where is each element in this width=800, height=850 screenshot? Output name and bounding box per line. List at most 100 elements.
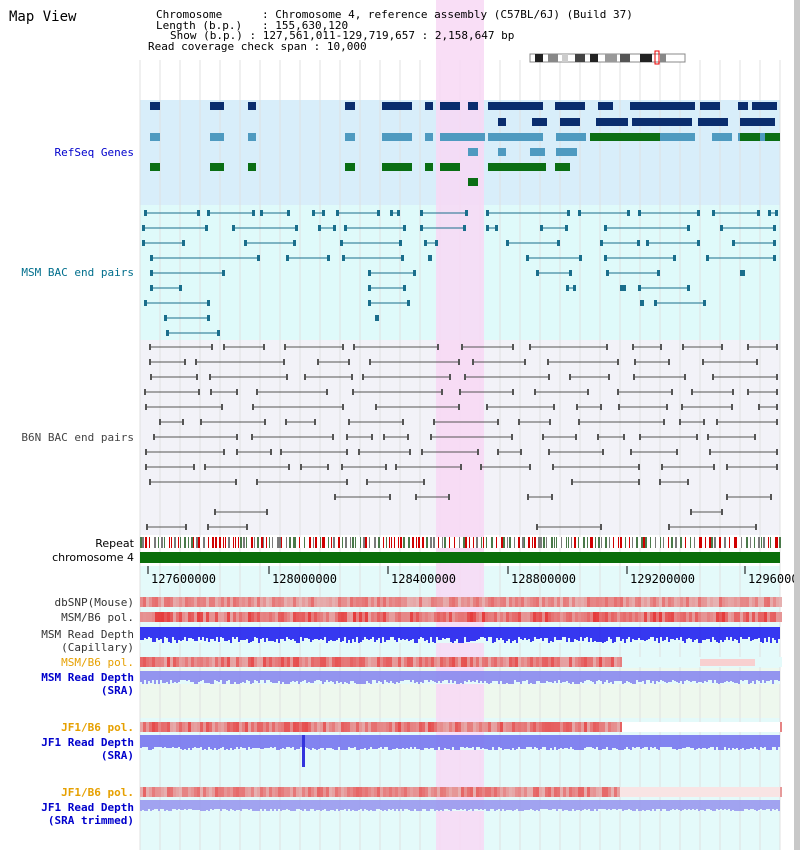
msm-bac-end — [244, 240, 247, 246]
refseq-gene — [560, 118, 580, 126]
jf1-b6-pol-label[interactable]: JF1/B6 pol. — [61, 721, 134, 734]
heat-cell — [698, 597, 701, 607]
heat-cell — [626, 612, 629, 622]
b6n-bac-end — [256, 479, 258, 485]
repeat-mark — [309, 537, 311, 548]
heat-cell — [476, 597, 479, 607]
b6n-bac-end — [214, 509, 216, 515]
heat-cell — [233, 597, 236, 607]
jf1-read-depth-label[interactable]: JF1 Read Depth — [41, 736, 134, 749]
heat-cell — [410, 612, 413, 622]
heat-cell — [599, 722, 602, 732]
heat-cell — [524, 787, 527, 797]
depth-notch — [450, 680, 452, 684]
depth-notch — [182, 810, 184, 811]
depth-notch — [406, 748, 408, 750]
depth-notch — [528, 639, 530, 643]
repeat-mark — [304, 537, 305, 548]
b6n-bac-label[interactable]: B6N BAC end pairs — [21, 431, 134, 444]
depth-notch — [588, 747, 590, 750]
heat-cell — [731, 597, 734, 607]
heat-cell — [551, 722, 554, 732]
b6n-bac-end — [375, 404, 377, 410]
b6n-bac-end — [663, 419, 665, 425]
heat-cell — [284, 787, 287, 797]
heat-cell — [602, 722, 605, 732]
msm-bac-label[interactable]: MSM BAC end pairs — [21, 266, 134, 279]
heat-cell — [599, 597, 602, 607]
heat-cell — [746, 597, 749, 607]
repeat-mark — [281, 537, 282, 548]
heat-cell — [263, 657, 266, 667]
jf1-read-depth-trimmed-label[interactable]: JF1 Read Depth — [41, 801, 134, 814]
heat-cell — [710, 597, 713, 607]
depth-notch — [448, 683, 450, 684]
heat-cell — [296, 612, 299, 622]
depth-notch — [762, 680, 764, 684]
heat-cell — [185, 657, 188, 667]
refseq-gene — [498, 118, 506, 126]
heat-cell — [236, 787, 239, 797]
heat-cell — [353, 657, 356, 667]
heat-cell — [404, 612, 407, 622]
depth-notch — [414, 683, 416, 684]
refseq-gene — [345, 133, 355, 141]
b6n-bac-end — [437, 344, 439, 350]
heat-cell — [653, 597, 656, 607]
heat-cell — [620, 597, 623, 607]
depth-notch — [276, 639, 278, 643]
heat-cell — [734, 612, 737, 622]
heat-cell — [287, 612, 290, 622]
repeat-mark — [345, 537, 347, 548]
heat-cell — [413, 657, 416, 667]
repeat-mark — [426, 537, 428, 548]
dbsnp-label[interactable]: dbSNP(Mouse) — [54, 596, 134, 609]
msm-b6-pol-sra-label[interactable]: MSM/B6 pol. — [61, 656, 134, 669]
refseq-gene — [382, 133, 412, 141]
heat-cell — [692, 612, 695, 622]
refseq-genes-label[interactable]: RefSeq Genes — [54, 146, 134, 159]
depth-notch — [196, 641, 198, 643]
depth-notch — [616, 749, 618, 750]
heat-cell — [551, 657, 554, 667]
depth-notch — [270, 641, 272, 643]
heat-cell — [680, 612, 683, 622]
heat-cell — [413, 612, 416, 622]
heat-cell — [308, 597, 311, 607]
right-scrollbar[interactable] — [794, 0, 800, 850]
b6n-bac-end — [681, 404, 683, 410]
depth-notch — [694, 640, 696, 643]
repeat-mark — [729, 537, 730, 548]
depth-notch — [438, 747, 440, 750]
b6n-bac-end — [690, 509, 692, 515]
depth-notch — [726, 810, 728, 811]
b6n-bac-end — [352, 389, 354, 395]
heat-cell — [389, 722, 392, 732]
b6n-bac-end — [327, 464, 329, 470]
b6n-bac-end — [660, 344, 662, 350]
jf1-b6-pol-trimmed-label[interactable]: JF1/B6 pol. — [61, 786, 134, 799]
depth-notch — [762, 748, 764, 750]
depth-notch — [216, 637, 218, 643]
msm-read-depth-sra-label[interactable]: MSM Read Depth — [41, 671, 134, 684]
heat-cell — [608, 612, 611, 622]
heat-cell — [386, 597, 389, 607]
b6n-bac-end — [709, 449, 711, 455]
refseq-gene — [345, 163, 355, 171]
msm-bac-end — [399, 240, 402, 246]
heat-cell — [770, 597, 773, 607]
msm-read-depth-capillary-label[interactable]: MSM Read Depth — [41, 628, 134, 641]
heat-cell — [140, 612, 143, 622]
b6n-bac-end — [149, 344, 151, 350]
heat-cell — [590, 612, 593, 622]
heat-cell — [527, 657, 530, 667]
heat-cell — [572, 612, 575, 622]
msm-b6-pol-label[interactable]: MSM/B6 pol. — [61, 611, 134, 624]
heat-cell — [248, 722, 251, 732]
msm-bac-end — [150, 270, 153, 276]
heat-cell — [569, 787, 572, 797]
heat-cell — [584, 657, 587, 667]
repeat-mark — [645, 537, 647, 548]
heat-cell — [506, 722, 509, 732]
